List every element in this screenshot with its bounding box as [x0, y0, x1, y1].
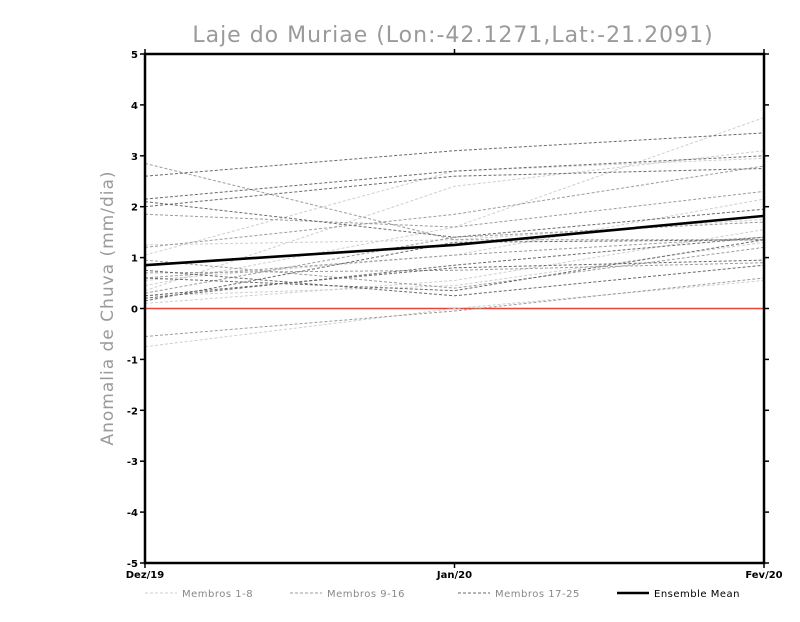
member-line: [144, 168, 765, 208]
member-line: [144, 162, 764, 241]
x-tick-label: Jan/20: [436, 570, 472, 581]
legend: Membros 1-8 Membros 9-16 Membros 17-25 Ense…: [145, 589, 740, 600]
y-tick-label: 5: [131, 50, 138, 61]
y-tick-label: 2: [131, 203, 138, 214]
member-line: [144, 277, 765, 337]
chart-title: Laje do Muriae (Lon:-42.1271,Lat:-21.209…: [192, 23, 713, 48]
y-tick-label: -1: [127, 355, 138, 366]
member-line: [144, 201, 765, 238]
member-line: [144, 239, 765, 302]
legend-label: Membros 9-16: [327, 589, 405, 600]
x-tick-label: Dez/19: [126, 570, 165, 581]
x-tick-label: Fev/20: [745, 570, 782, 581]
member-line: [144, 165, 765, 248]
member-line: [144, 155, 765, 200]
ensemble-mean-line: [144, 214, 765, 267]
y-tick-label: 3: [131, 152, 138, 163]
y-tick-label: 4: [131, 101, 138, 112]
y-tick-label: -5: [127, 559, 138, 570]
member-line: [144, 259, 765, 297]
member-line: [144, 221, 765, 294]
y-axis-label: Anomalia de Chuva (mm/dia): [98, 170, 118, 445]
y-tick-label: 1: [131, 254, 138, 265]
member-line: [144, 132, 765, 177]
y-tick-label: -4: [127, 508, 138, 519]
legend-label: Ensemble Mean: [654, 589, 740, 600]
member-line: [144, 236, 765, 279]
member-line: [144, 229, 765, 304]
legend-label: Membros 17-25: [495, 589, 580, 600]
member-line: [144, 264, 765, 297]
y-tick-label: -2: [127, 406, 138, 417]
member-line: [144, 218, 765, 246]
member-line: [144, 190, 765, 228]
member-line: [144, 280, 765, 348]
legend-label: Membros 1-8: [182, 589, 253, 600]
member-line: [144, 262, 765, 274]
member-line: [144, 150, 765, 292]
y-tick-label: -3: [127, 457, 138, 468]
y-tick-label: 0: [131, 305, 138, 316]
member-line: [144, 236, 765, 299]
member-line: [144, 246, 765, 289]
